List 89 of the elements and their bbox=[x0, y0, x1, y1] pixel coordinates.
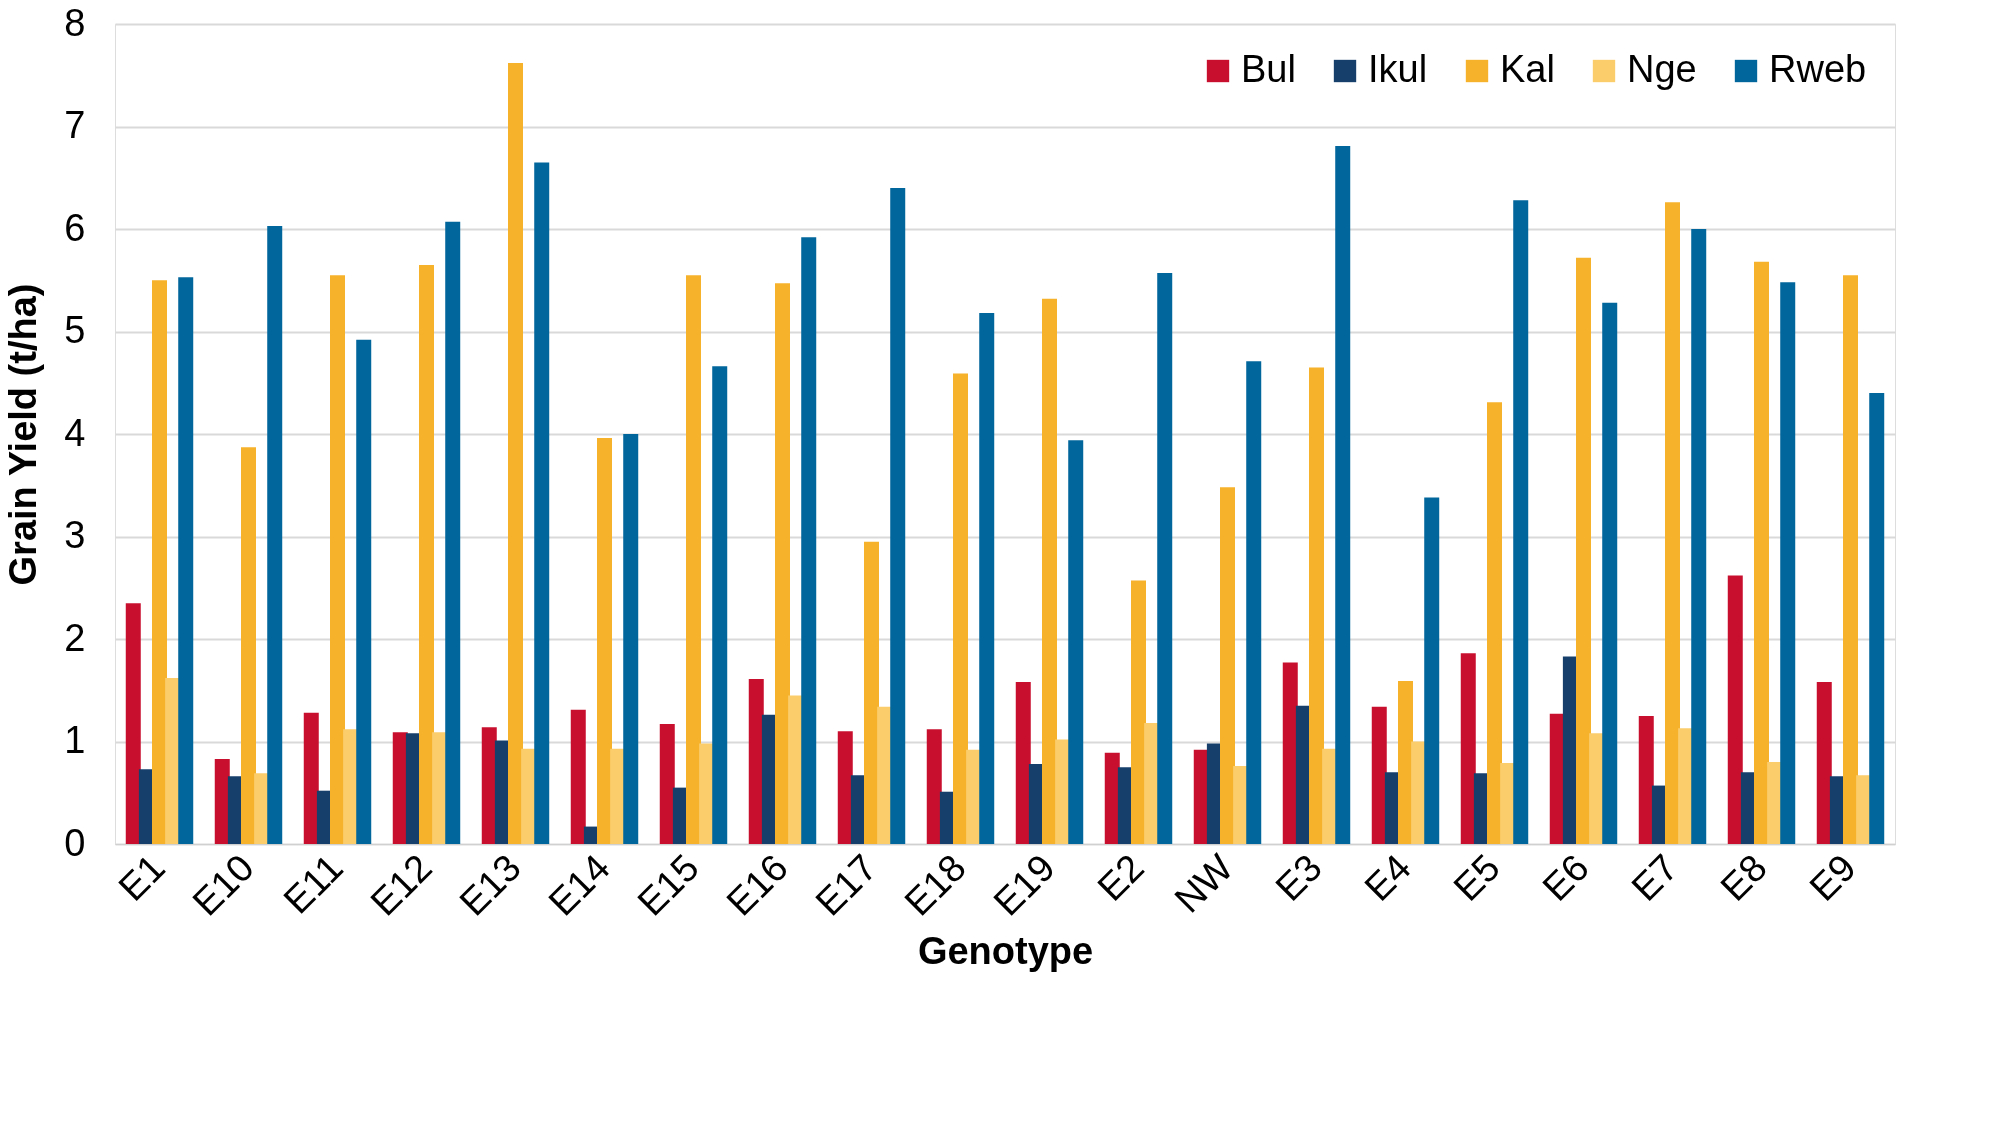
bar bbox=[1371, 706, 1387, 844]
bar bbox=[979, 313, 995, 844]
x-tick-label: E10 bbox=[184, 846, 262, 924]
bar bbox=[1246, 361, 1262, 844]
x-tick-label: E14 bbox=[540, 846, 618, 924]
bar bbox=[1309, 367, 1324, 844]
bar bbox=[1576, 257, 1591, 844]
bar bbox=[570, 709, 586, 844]
y-tick-label: 7 bbox=[64, 104, 86, 146]
bar bbox=[241, 447, 256, 844]
y-tick-label: 8 bbox=[64, 1, 86, 44]
bar bbox=[1220, 487, 1235, 844]
y-tick-label: 2 bbox=[64, 616, 86, 659]
bar bbox=[445, 221, 461, 844]
bar bbox=[1042, 298, 1057, 844]
x-tick-label: E12 bbox=[362, 846, 440, 924]
legend-label: Nge bbox=[1627, 48, 1697, 90]
y-tick-label: 3 bbox=[64, 514, 86, 556]
bar bbox=[178, 277, 194, 844]
bar bbox=[1691, 229, 1707, 844]
y-tick-label: 4 bbox=[64, 411, 86, 454]
bar bbox=[623, 434, 639, 844]
bar bbox=[419, 264, 434, 844]
bar bbox=[1727, 575, 1743, 844]
x-tick-label: E8 bbox=[1712, 846, 1775, 909]
x-tick-label: E2 bbox=[1089, 846, 1152, 909]
bar bbox=[1638, 715, 1654, 844]
bar bbox=[1602, 302, 1618, 844]
bar bbox=[1335, 145, 1351, 844]
x-tick-label: E7 bbox=[1623, 846, 1686, 909]
bar bbox=[837, 731, 853, 844]
x-tick-label: E18 bbox=[896, 846, 974, 924]
bar bbox=[801, 237, 817, 844]
x-tick-label: E6 bbox=[1534, 846, 1597, 909]
x-tick-label: E13 bbox=[451, 846, 529, 924]
bar bbox=[125, 603, 141, 844]
bar bbox=[303, 712, 319, 844]
y-axis-title: Grain Yield (t/ha) bbox=[2, 283, 45, 586]
bar bbox=[1780, 282, 1796, 844]
bar bbox=[1398, 681, 1413, 844]
x-axis-title: Genotype bbox=[917, 929, 1094, 972]
legend-label: Bul bbox=[1241, 48, 1296, 90]
bar bbox=[1487, 402, 1502, 844]
bar bbox=[659, 724, 675, 844]
x-tick-label: E19 bbox=[985, 846, 1063, 924]
bar bbox=[1665, 202, 1680, 844]
bar bbox=[597, 438, 612, 844]
bar bbox=[686, 275, 701, 844]
y-tick-label: 5 bbox=[64, 309, 86, 351]
bar bbox=[508, 62, 523, 844]
bar bbox=[1157, 273, 1173, 844]
bar bbox=[1015, 682, 1031, 844]
x-tick-label: E3 bbox=[1267, 846, 1330, 909]
legend-label: Kal bbox=[1500, 48, 1555, 90]
x-tick-label: E16 bbox=[718, 846, 796, 924]
bar bbox=[1869, 393, 1885, 844]
y-tick-label: 6 bbox=[64, 206, 86, 249]
bar bbox=[1282, 662, 1298, 844]
bar bbox=[267, 225, 283, 844]
bar bbox=[1513, 200, 1529, 844]
bar bbox=[1068, 440, 1084, 844]
y-tick-label: 1 bbox=[64, 719, 86, 761]
legend-label: Rweb bbox=[1769, 48, 1867, 90]
x-tick-label: E17 bbox=[807, 846, 885, 924]
bar bbox=[356, 339, 372, 844]
bar bbox=[864, 541, 879, 844]
bar bbox=[775, 283, 790, 844]
bar bbox=[1843, 275, 1858, 844]
bar bbox=[712, 366, 728, 844]
bar bbox=[953, 373, 968, 844]
bar bbox=[1816, 682, 1832, 844]
bar bbox=[1131, 580, 1146, 844]
y-tick-label: 0 bbox=[64, 821, 86, 864]
x-tick-label: E15 bbox=[629, 846, 707, 924]
x-tick-label: E4 bbox=[1356, 846, 1419, 909]
x-tick-label: E11 bbox=[275, 846, 351, 922]
bar bbox=[330, 275, 345, 844]
bar bbox=[1754, 261, 1769, 844]
bar bbox=[152, 280, 167, 844]
bar bbox=[1424, 497, 1440, 844]
legend-label: Ikul bbox=[1368, 48, 1428, 90]
x-tick-label: E5 bbox=[1445, 846, 1508, 909]
bar bbox=[890, 188, 906, 844]
x-tick-label: NW bbox=[1166, 846, 1242, 921]
x-tick-label: E1 bbox=[110, 846, 173, 909]
bar bbox=[926, 729, 942, 844]
bar bbox=[1460, 653, 1476, 844]
bar bbox=[534, 162, 550, 844]
x-tick-label: E9 bbox=[1801, 846, 1864, 909]
